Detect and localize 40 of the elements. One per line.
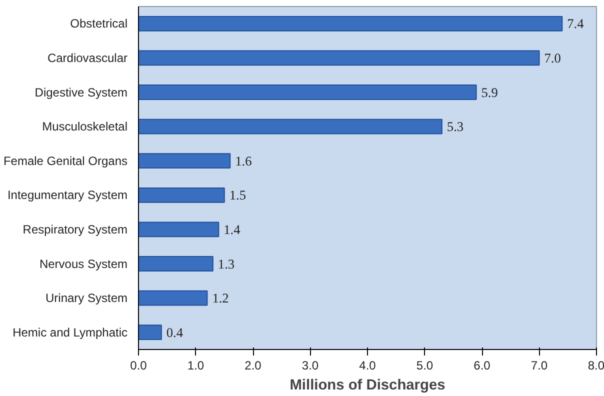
- bar: [138, 256, 214, 272]
- bar: [138, 290, 208, 306]
- data-label: 5.9: [481, 84, 498, 100]
- y-tick-label: Digestive System: [34, 85, 128, 100]
- x-tick-label: 5.0: [416, 358, 434, 372]
- bar: [138, 50, 540, 66]
- data-label: 1.5: [229, 188, 246, 203]
- data-label: 7.0: [544, 50, 562, 66]
- x-tick-label: 2.0: [244, 358, 262, 372]
- x-tick-label: 8.0: [588, 358, 604, 372]
- data-label: 1.6: [235, 153, 252, 168]
- data-label: 0.4: [166, 324, 184, 340]
- x-axis-title: Millions of Discharges: [290, 378, 446, 394]
- y-tick-label: Female Genital Organs: [3, 154, 128, 168]
- x-tick-label: 7.0: [530, 358, 548, 372]
- bar: [138, 153, 231, 169]
- bar: [138, 187, 225, 203]
- bar: [138, 324, 162, 340]
- y-tick-label: Nervous System: [39, 256, 128, 271]
- bar: [138, 222, 220, 238]
- y-tick-label: Urinary System: [45, 291, 128, 306]
- x-tick-label: 1.0: [187, 358, 204, 372]
- x-tick-label: 6.0: [474, 358, 491, 372]
- y-tick-label: Musculoskeletal: [42, 120, 128, 134]
- bar: [138, 118, 442, 134]
- data-label: 5.3: [446, 119, 464, 134]
- data-label: 1.3: [218, 256, 235, 272]
- x-tick-label: 0.0: [130, 358, 148, 372]
- y-tick-label: Hemic and Lymphatic: [12, 325, 128, 340]
- bar: [138, 16, 563, 32]
- y-tick-label: Respiratory System: [22, 222, 128, 236]
- y-tick-label: Cardiovascular: [47, 50, 128, 65]
- data-label: 1.4: [224, 222, 241, 237]
- data-label: 1.2: [212, 290, 229, 306]
- data-label: 7.4: [567, 16, 584, 32]
- y-tick-label: Obstetrical: [70, 16, 128, 31]
- bar: [138, 84, 477, 100]
- x-tick-label: 3.0: [302, 358, 319, 372]
- y-tick-label: Integumentary System: [7, 188, 128, 202]
- x-tick-label: 4.0: [359, 358, 376, 372]
